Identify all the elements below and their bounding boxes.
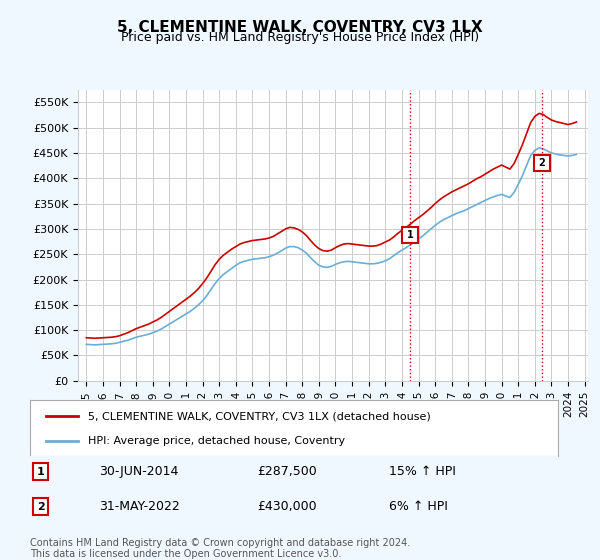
Text: 2: 2 bbox=[538, 158, 545, 168]
Text: 15% ↑ HPI: 15% ↑ HPI bbox=[389, 465, 456, 478]
Text: 5, CLEMENTINE WALK, COVENTRY, CV3 1LX (detached house): 5, CLEMENTINE WALK, COVENTRY, CV3 1LX (d… bbox=[88, 411, 431, 421]
Text: 1: 1 bbox=[37, 467, 44, 477]
Text: 2: 2 bbox=[37, 502, 44, 512]
Text: 31-MAY-2022: 31-MAY-2022 bbox=[98, 500, 179, 514]
Text: £287,500: £287,500 bbox=[257, 465, 317, 478]
Text: HPI: Average price, detached house, Coventry: HPI: Average price, detached house, Cove… bbox=[88, 436, 345, 446]
Text: Contains HM Land Registry data © Crown copyright and database right 2024.
This d: Contains HM Land Registry data © Crown c… bbox=[30, 538, 410, 559]
Text: £430,000: £430,000 bbox=[257, 500, 317, 514]
Text: Price paid vs. HM Land Registry's House Price Index (HPI): Price paid vs. HM Land Registry's House … bbox=[121, 31, 479, 44]
Text: 1: 1 bbox=[407, 230, 413, 240]
Text: 5, CLEMENTINE WALK, COVENTRY, CV3 1LX: 5, CLEMENTINE WALK, COVENTRY, CV3 1LX bbox=[117, 20, 483, 35]
Text: 6% ↑ HPI: 6% ↑ HPI bbox=[389, 500, 448, 514]
Text: 30-JUN-2014: 30-JUN-2014 bbox=[98, 465, 178, 478]
